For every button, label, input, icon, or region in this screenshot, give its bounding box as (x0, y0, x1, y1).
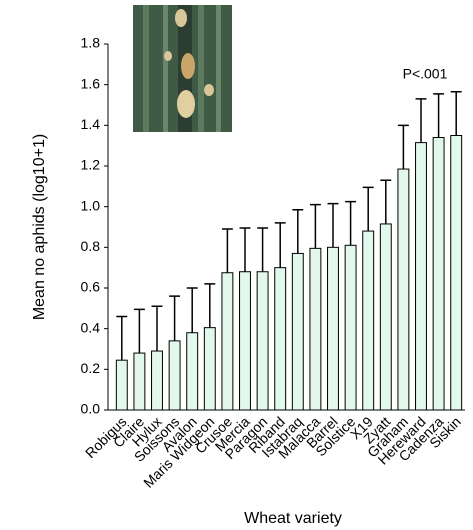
y-tick-label: 0.0 (81, 401, 101, 417)
bar (239, 271, 251, 411)
error-bar (221, 228, 233, 273)
error-bar (450, 91, 462, 136)
bar (344, 244, 357, 411)
bar (274, 267, 287, 411)
error-bar (186, 287, 198, 333)
y-tick-label: 0.6 (81, 279, 101, 295)
error-bar (345, 200, 357, 246)
y-axis-label: Mean no aphids (log10+1) (31, 134, 48, 320)
bar (379, 223, 392, 411)
y-tick-label: 1.8 (81, 35, 101, 51)
error-bar (169, 295, 181, 341)
bar (256, 271, 269, 411)
y-tick-label: 1.6 (81, 75, 101, 91)
bar (450, 135, 463, 411)
bar (327, 246, 339, 411)
error-bar (415, 98, 427, 143)
error-bar (151, 305, 163, 352)
bar (415, 142, 427, 411)
bar (203, 327, 216, 411)
error-bar (204, 283, 216, 328)
y-tick-label: 0.4 (81, 319, 101, 335)
annotation: P<.001 (403, 66, 448, 82)
y-tick-label: 0.2 (81, 360, 101, 376)
y-tick-label: 1.2 (81, 157, 101, 173)
y-tick-label: 1.0 (81, 197, 101, 213)
error-bar (380, 179, 392, 224)
bar (397, 168, 410, 411)
error-bar (397, 124, 409, 170)
bar (309, 247, 322, 411)
error-bar (362, 186, 374, 232)
y-tick-label: 0.8 (81, 238, 101, 254)
bar (151, 350, 163, 411)
error-bar (239, 227, 251, 272)
error-bar (327, 202, 339, 248)
error-bar (116, 315, 128, 361)
error-bar (257, 227, 269, 272)
bar (432, 137, 445, 411)
bar (133, 352, 146, 411)
error-bar (133, 308, 145, 354)
bar (168, 340, 181, 411)
bar (362, 230, 375, 411)
error-bar (292, 208, 304, 254)
x-axis-label: Wheat variety (244, 510, 342, 527)
inset-photo (133, 5, 232, 132)
error-bar (309, 203, 321, 249)
bar (291, 252, 304, 411)
bar (186, 332, 199, 411)
bar (221, 272, 234, 411)
bar (115, 359, 128, 411)
y-tick-label: 1.4 (81, 116, 101, 132)
error-bar (274, 222, 286, 268)
error-bar (433, 93, 445, 138)
